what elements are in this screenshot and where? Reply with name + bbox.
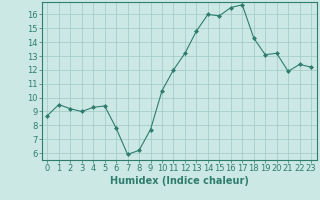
X-axis label: Humidex (Indice chaleur): Humidex (Indice chaleur) <box>110 176 249 186</box>
